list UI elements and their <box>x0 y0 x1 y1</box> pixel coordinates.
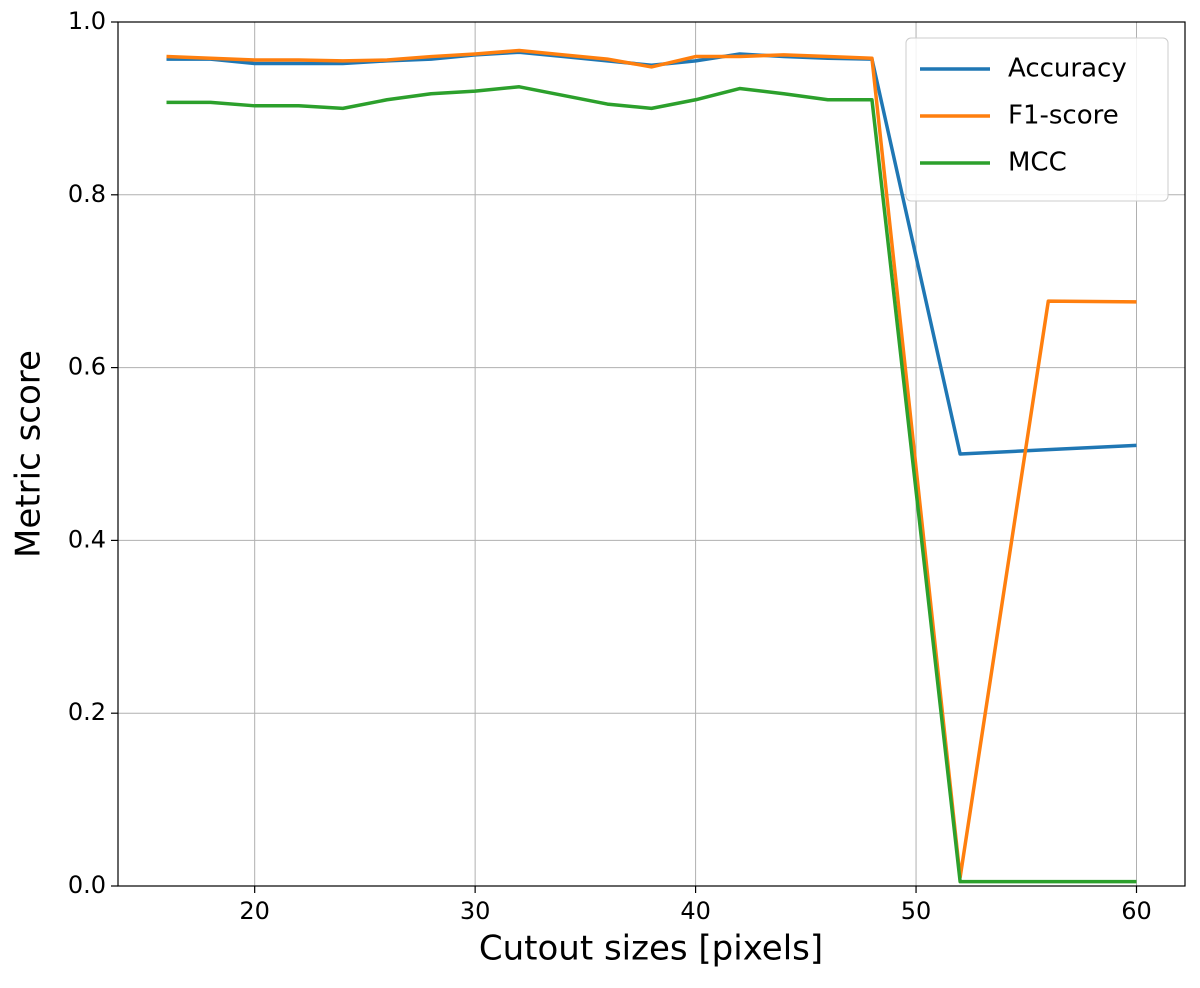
x-tick-label: 50 <box>901 897 932 925</box>
x-tick-label: 60 <box>1121 897 1152 925</box>
plot-frame <box>117 21 1186 887</box>
legend-label: Accuracy <box>1008 54 1127 84</box>
y-tick-label: 0.0 <box>68 871 106 899</box>
y-tick-label: 0.8 <box>68 180 106 208</box>
y-axis-label: Metric score <box>9 350 49 558</box>
x-tick-label: 30 <box>460 897 491 925</box>
y-tick-label: 0.2 <box>68 698 106 726</box>
x-tick-label: 20 <box>239 897 270 925</box>
legend-label: F1-score <box>1008 101 1119 131</box>
y-tick-label: 0.6 <box>68 353 106 381</box>
line-series <box>166 48 1137 880</box>
x-axis-label: Cutout sizes [pixels] <box>479 929 823 969</box>
line-series <box>166 85 1137 884</box>
x-tick-label: 40 <box>680 897 711 925</box>
y-tick-label: 1.0 <box>68 7 106 35</box>
y-tick-label: 0.4 <box>68 525 106 553</box>
legend-label: MCC <box>1008 148 1067 178</box>
legend-box <box>905 37 1169 202</box>
